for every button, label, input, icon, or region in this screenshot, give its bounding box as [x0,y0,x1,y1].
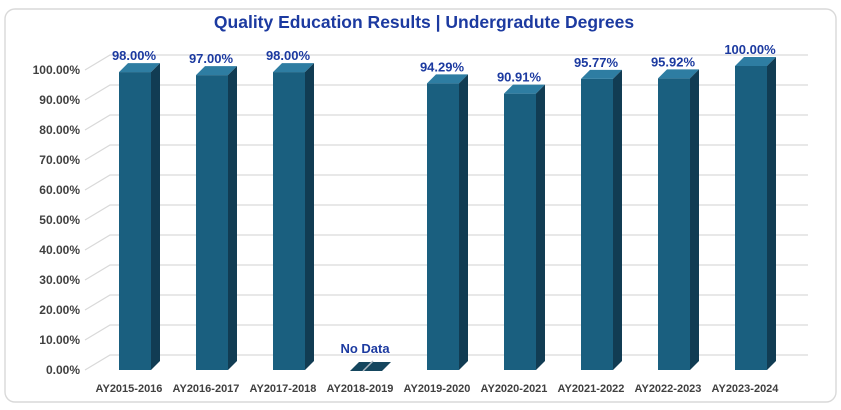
y-axis-tick-label: 20.00% [39,303,80,317]
bar-value-label: 97.00% [189,51,234,66]
bar-top-face [735,57,776,66]
bar-front-face [427,83,459,370]
y-axis-tick-label: 80.00% [39,123,80,137]
bar-side-face [459,74,468,370]
gridline [84,174,808,191]
gridline [84,204,808,221]
bar-front-face [273,72,305,370]
gridline [84,114,808,131]
data-labels-group: 98.00% 97.00% 98.00% No Data 94.29% 90.91% 95.… [112,42,776,356]
bar-side-face [228,66,237,371]
gridline [84,84,808,101]
bar-front-face [196,75,228,371]
bar-front-face [658,78,690,370]
bar-top-face [504,84,545,94]
y-axis-tick-label: 30.00% [39,273,80,287]
x-axis-labels-group: AY2015-2016 AY2016-2017 AY2017-2018 AY2018-… [96,383,780,395]
bar-top-face [658,69,699,79]
y-axis-tick-label: 90.00% [39,93,80,107]
no-data-base [350,362,391,371]
bars-group [119,57,776,372]
bar-side-face [613,69,622,371]
x-axis-category-label: AY2022-2023 [635,383,702,395]
x-axis-category-label: AY2021-2022 [558,383,625,395]
gridline [84,294,808,311]
bar-side-face [536,84,545,370]
no-data-label: No Data [340,341,390,356]
bar-value-label: 94.29% [420,59,465,74]
bar-value-label: 98.00% [266,48,311,63]
y-axis-tick-label: 60.00% [39,183,80,197]
x-axis-category-label: AY2019-2020 [404,383,471,395]
bar-top-face [581,69,622,79]
y-axis-tick-label: 40.00% [39,243,80,257]
bar-value-label: 95.92% [651,54,696,69]
bar-top-face [427,74,468,84]
bar-front-face [735,66,767,370]
bar-front-face [504,93,536,370]
chart-title: Quality Education Results | Undergradute… [214,12,634,32]
x-axis-category-label: AY2017-2018 [250,383,317,395]
gridline [84,354,808,371]
x-axis-category-label: AY2015-2016 [96,383,163,395]
x-axis-category-label: AY2018-2019 [327,383,394,395]
gridline [84,54,808,71]
bar-value-label: 95.77% [574,55,619,70]
y-axis-labels-group: 0.00% 10.00% 20.00% 30.00% 40.00% 50.00% 60.00… [33,63,81,377]
bar-side-face [767,57,776,370]
bar-top-face [273,63,314,73]
y-axis-tick-label: 100.00% [33,63,81,77]
gridlines-group [84,54,808,371]
y-axis-tick-label: 10.00% [39,333,80,347]
gridline [84,144,808,161]
bar-side-face [151,63,160,370]
y-axis-tick-label: 50.00% [39,213,80,227]
bar-top-face [196,66,237,76]
bar-side-face [305,63,314,370]
bar-value-label: 90.91% [497,70,542,85]
y-axis-tick-label: 0.00% [46,363,80,377]
gridline [84,264,808,281]
bar-top-face [119,63,160,73]
gridline [84,324,808,341]
x-axis-category-label: AY2016-2017 [173,383,240,395]
x-axis-category-label: AY2020-2021 [481,383,548,395]
bar-value-label: 100.00% [724,42,776,57]
x-axis-category-label: AY2023-2024 [712,383,780,395]
bar-front-face [581,78,613,371]
y-axis-tick-label: 70.00% [39,153,80,167]
no-data-base-slash [362,360,374,372]
bar-front-face [119,72,151,370]
bar-side-face [690,69,699,370]
gridline [84,234,808,251]
bar-value-label: 98.00% [112,48,157,63]
